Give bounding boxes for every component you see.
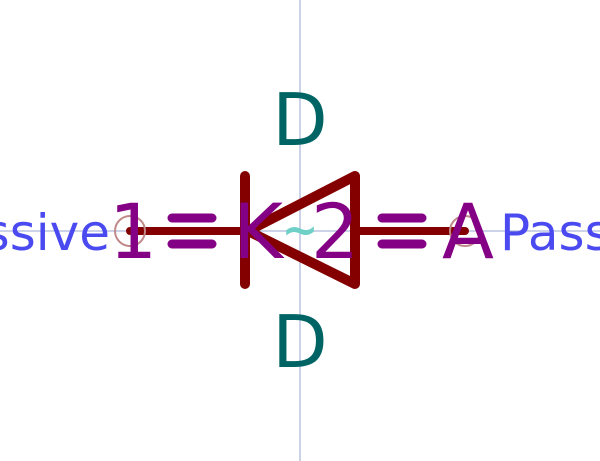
- pin-1-anchor-icon[interactable]: [114, 215, 146, 247]
- reference-field[interactable]: D: [272, 78, 327, 162]
- pin-2-type-label: Passive: [500, 204, 600, 262]
- pin-2-joins: [377, 213, 427, 249]
- pin-2-name: A: [442, 187, 494, 276]
- diode-body[interactable]: [240, 171, 360, 289]
- pin-1-number: 1: [109, 187, 157, 276]
- pin-1-type-label: Passive: [0, 204, 110, 262]
- pin-2-anchor-icon[interactable]: [449, 215, 481, 247]
- value-field[interactable]: D: [272, 300, 327, 384]
- pin-1-joins: [167, 213, 217, 249]
- anode-triangle: [243, 171, 360, 289]
- pin-2-number: 2: [311, 187, 359, 276]
- pin-1-name: K: [233, 187, 285, 276]
- value-tilde: ~: [282, 205, 319, 256]
